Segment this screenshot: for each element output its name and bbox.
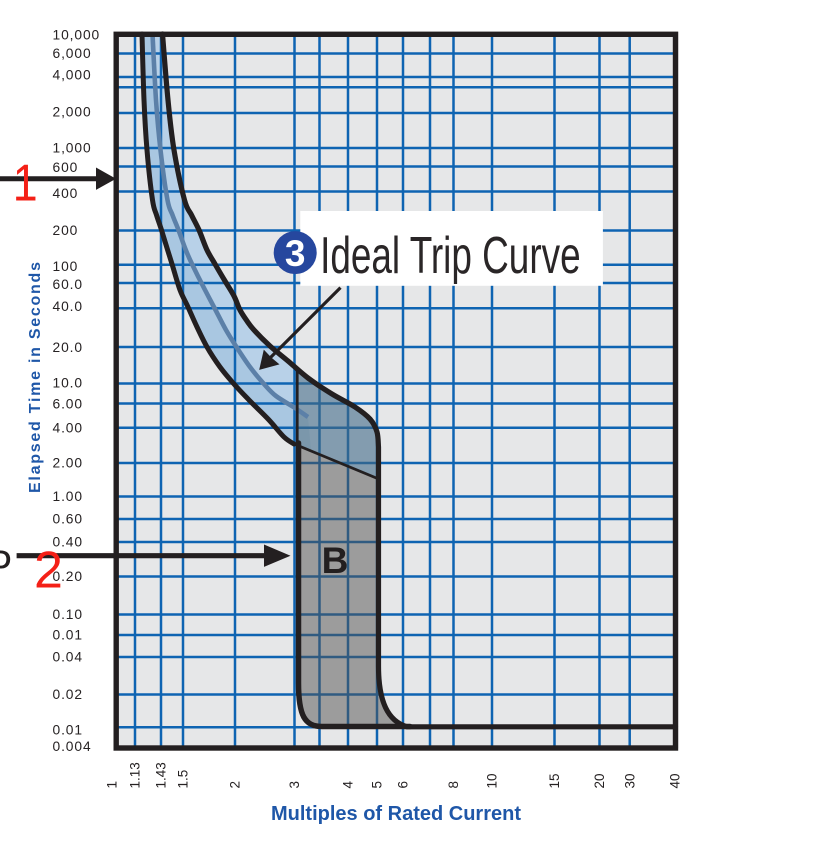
svg-text:6.00: 6.00: [53, 397, 83, 412]
svg-text:0.01: 0.01: [53, 723, 83, 738]
svg-text:4.00: 4.00: [53, 421, 83, 436]
svg-text:10,000: 10,000: [53, 28, 101, 43]
svg-text:D: D: [0, 544, 11, 574]
svg-text:0.02: 0.02: [53, 687, 83, 702]
svg-text:1.5: 1.5: [176, 770, 191, 789]
svg-text:600: 600: [53, 160, 79, 175]
svg-text:2: 2: [34, 542, 63, 600]
svg-text:3: 3: [287, 781, 302, 789]
svg-text:60.0: 60.0: [53, 277, 83, 292]
svg-text:0.004: 0.004: [53, 739, 92, 754]
svg-text:10: 10: [485, 773, 500, 788]
svg-text:1.00: 1.00: [53, 489, 83, 504]
svg-text:40.0: 40.0: [53, 299, 83, 314]
svg-text:0.40: 0.40: [53, 535, 83, 550]
svg-text:0.20: 0.20: [53, 569, 83, 584]
svg-text:4: 4: [341, 781, 356, 789]
svg-text:5: 5: [370, 781, 385, 789]
svg-text:1.13: 1.13: [128, 762, 143, 788]
svg-text:8: 8: [446, 781, 461, 789]
svg-text:30: 30: [622, 773, 637, 788]
svg-text:200: 200: [53, 223, 79, 238]
svg-text:Ideal Trip Curve: Ideal Trip Curve: [320, 226, 581, 285]
svg-text:B: B: [322, 540, 349, 581]
svg-text:3: 3: [285, 233, 306, 274]
svg-text:1: 1: [105, 781, 120, 789]
svg-text:0.01: 0.01: [53, 628, 83, 643]
svg-text:1.43: 1.43: [154, 762, 169, 788]
svg-text:0.04: 0.04: [53, 650, 83, 665]
svg-text:2,000: 2,000: [53, 105, 92, 120]
svg-text:20.0: 20.0: [53, 340, 83, 355]
svg-text:6,000: 6,000: [53, 46, 92, 61]
svg-text:400: 400: [53, 186, 79, 201]
svg-text:1,000: 1,000: [53, 141, 92, 156]
svg-text:Multiples of Rated Current: Multiples of Rated Current: [271, 803, 521, 825]
svg-text:0.10: 0.10: [53, 607, 83, 622]
svg-text:2: 2: [228, 781, 243, 789]
svg-text:10.0: 10.0: [53, 376, 83, 391]
svg-text:4,000: 4,000: [53, 68, 92, 83]
svg-text:2.00: 2.00: [53, 456, 83, 471]
svg-text:1: 1: [13, 154, 38, 212]
svg-text:20: 20: [592, 773, 607, 788]
svg-text:40: 40: [668, 773, 683, 788]
svg-text:6: 6: [396, 781, 411, 789]
svg-text:0.60: 0.60: [53, 512, 83, 527]
svg-text:Elapsed Time in Seconds: Elapsed Time in Seconds: [27, 262, 44, 493]
svg-text:100: 100: [53, 259, 79, 274]
svg-text:15: 15: [547, 773, 562, 788]
